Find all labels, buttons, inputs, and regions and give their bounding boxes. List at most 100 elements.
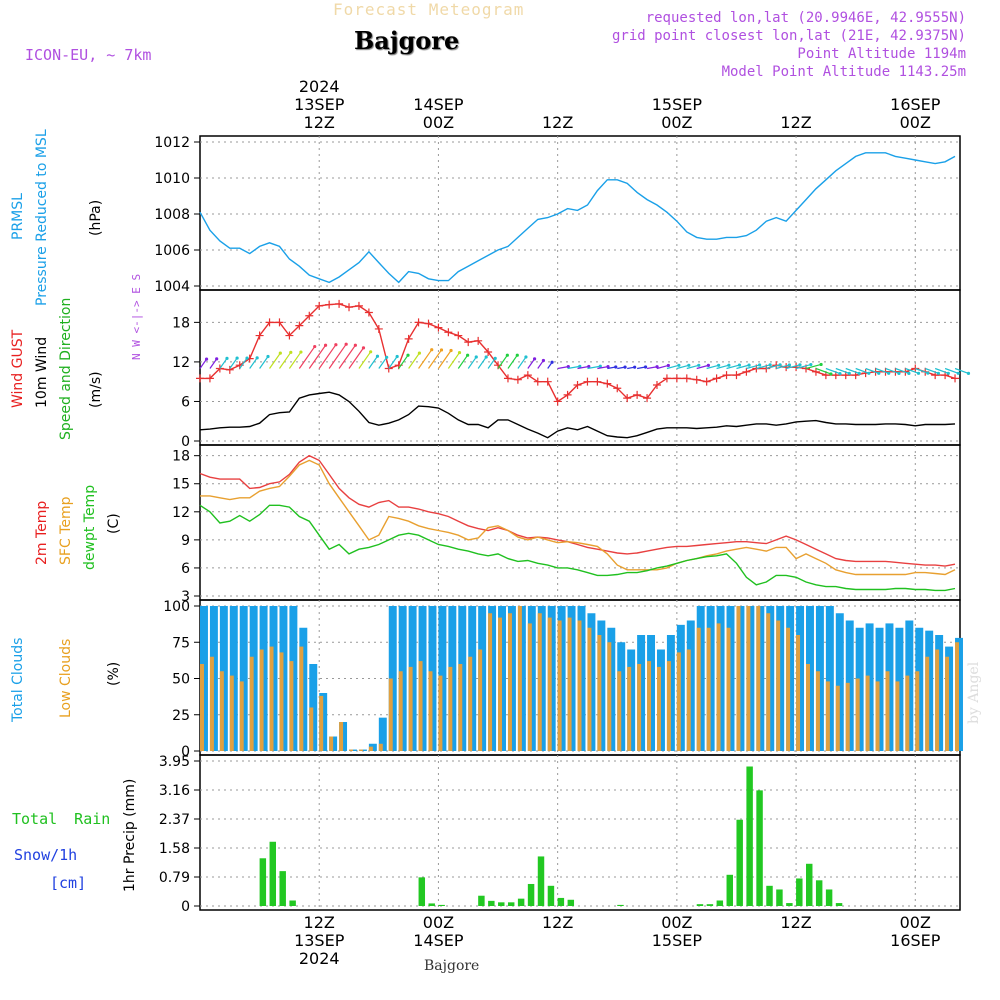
precip-bar <box>438 904 445 906</box>
precip-bar <box>498 902 505 906</box>
wind-arrow <box>249 357 258 369</box>
precip-bar <box>259 858 267 906</box>
precip-bar <box>428 903 435 906</box>
precip-bar <box>796 878 803 906</box>
wind-arrow <box>905 367 919 374</box>
wind-arrow-head <box>278 351 282 355</box>
wind-arrow <box>885 367 900 374</box>
gust-marker <box>732 371 741 380</box>
precip-bar <box>835 903 843 906</box>
wind-arrow <box>776 364 790 370</box>
wind-arrow <box>746 364 760 370</box>
wind-arrow-head <box>550 360 554 364</box>
y-tick-label: 50 <box>172 672 190 688</box>
grid-coords: grid point closest lon,lat (21E, 42.9375… <box>611 28 966 44</box>
total-cloud-bar <box>378 717 387 751</box>
precip-bar <box>766 885 773 906</box>
total-cloud-bar <box>239 606 248 751</box>
low-cloud-bar <box>855 678 860 751</box>
y-tick-label: 12 <box>172 505 190 521</box>
low-cloud-bar <box>696 627 701 751</box>
low-cloud-bar <box>488 613 493 751</box>
wind-arrow-head <box>857 371 861 375</box>
wind-arrow-head <box>344 342 348 346</box>
wind-arrow <box>587 365 601 370</box>
wind-arrow <box>328 343 347 369</box>
series-2m-temp <box>199 454 956 567</box>
wind-arrow-head <box>809 362 813 367</box>
wind-arrow <box>845 367 860 374</box>
gust-marker <box>225 365 234 374</box>
wind-arrow <box>557 366 569 370</box>
wind-arrow-head <box>768 363 772 367</box>
wind-arrow-head <box>747 363 751 367</box>
snow-label: Snow/1h <box>14 846 78 864</box>
low-cloud-bar <box>557 620 562 751</box>
wind-arrow <box>308 344 327 369</box>
y-tick-label: 1.58 <box>159 841 190 857</box>
gust-marker <box>742 367 751 376</box>
snow-unit: [cm] <box>50 874 87 892</box>
low-cloud-bar <box>498 617 503 751</box>
total-cloud-bar <box>398 606 407 751</box>
low-cloud-bar <box>656 666 661 751</box>
wind-arrow <box>398 354 409 369</box>
wind-arrow <box>298 346 316 369</box>
series-10m-wind <box>199 391 956 439</box>
low-cloud-bar <box>597 635 602 751</box>
page-title: Bajgore <box>354 26 460 55</box>
low-cloud-bar <box>368 746 373 751</box>
precip-bar <box>756 790 763 906</box>
wind-arrow <box>388 356 398 369</box>
wind-arrow-head <box>587 364 591 369</box>
gust-marker <box>315 301 324 310</box>
low-cloud-bar <box>627 666 632 751</box>
precip-bar <box>488 900 495 906</box>
low-cloud-bar <box>547 617 552 751</box>
wind-arrow <box>736 364 750 370</box>
wind-arrow <box>418 349 433 369</box>
precip-bar <box>716 900 724 906</box>
wind-arrow <box>348 347 364 369</box>
wind-arrow-head <box>215 357 219 361</box>
model-label: ICON-EU, ~ 7km <box>25 46 152 64</box>
wind-arrow <box>825 367 841 375</box>
panel-pressure: 1004 1006 1008 1010 1012 <box>154 135 961 295</box>
wind-arrow <box>477 356 487 369</box>
wind-arrow-head <box>838 372 842 376</box>
precip-bar <box>736 819 743 906</box>
y-tick-label: 3.16 <box>159 783 190 799</box>
gust-marker <box>335 299 344 308</box>
wind-arrow-head <box>966 371 971 375</box>
wind-arrow <box>467 356 477 369</box>
low-cloud-bar <box>269 646 274 751</box>
wind-arrow <box>507 354 518 369</box>
gust-marker <box>205 374 214 383</box>
y-tick-label: 12 <box>172 355 190 371</box>
wind-arrow-head <box>353 343 357 347</box>
low-cloud-bar <box>617 671 622 751</box>
low-cloud-bar <box>289 661 294 751</box>
low-cloud-bar <box>527 623 532 751</box>
wind-arrow-head <box>907 371 911 375</box>
y-tick-label: 3 <box>181 589 190 605</box>
low-cloud-bar <box>408 666 413 751</box>
wind-arrow-head <box>643 365 648 369</box>
y-tick-label: 9 <box>181 533 190 549</box>
wind-arrow-head <box>778 363 782 367</box>
gust-marker <box>513 375 522 384</box>
low-cloud-bar <box>428 671 433 751</box>
low-cloud-bar <box>607 642 612 751</box>
y-tick-label: 6 <box>181 561 190 577</box>
gust-marker <box>454 331 463 340</box>
gust-marker <box>275 318 284 327</box>
rain-label: Total Rain <box>12 810 111 828</box>
low-cloud-bar <box>200 664 204 751</box>
series-sfc-temp <box>200 459 956 576</box>
low-cloud-bar <box>438 675 443 751</box>
gust-marker <box>613 384 622 393</box>
total-cloud-bar <box>259 606 268 751</box>
y-tick-label: 1012 <box>154 135 190 151</box>
wind-arrow-head <box>877 371 881 375</box>
